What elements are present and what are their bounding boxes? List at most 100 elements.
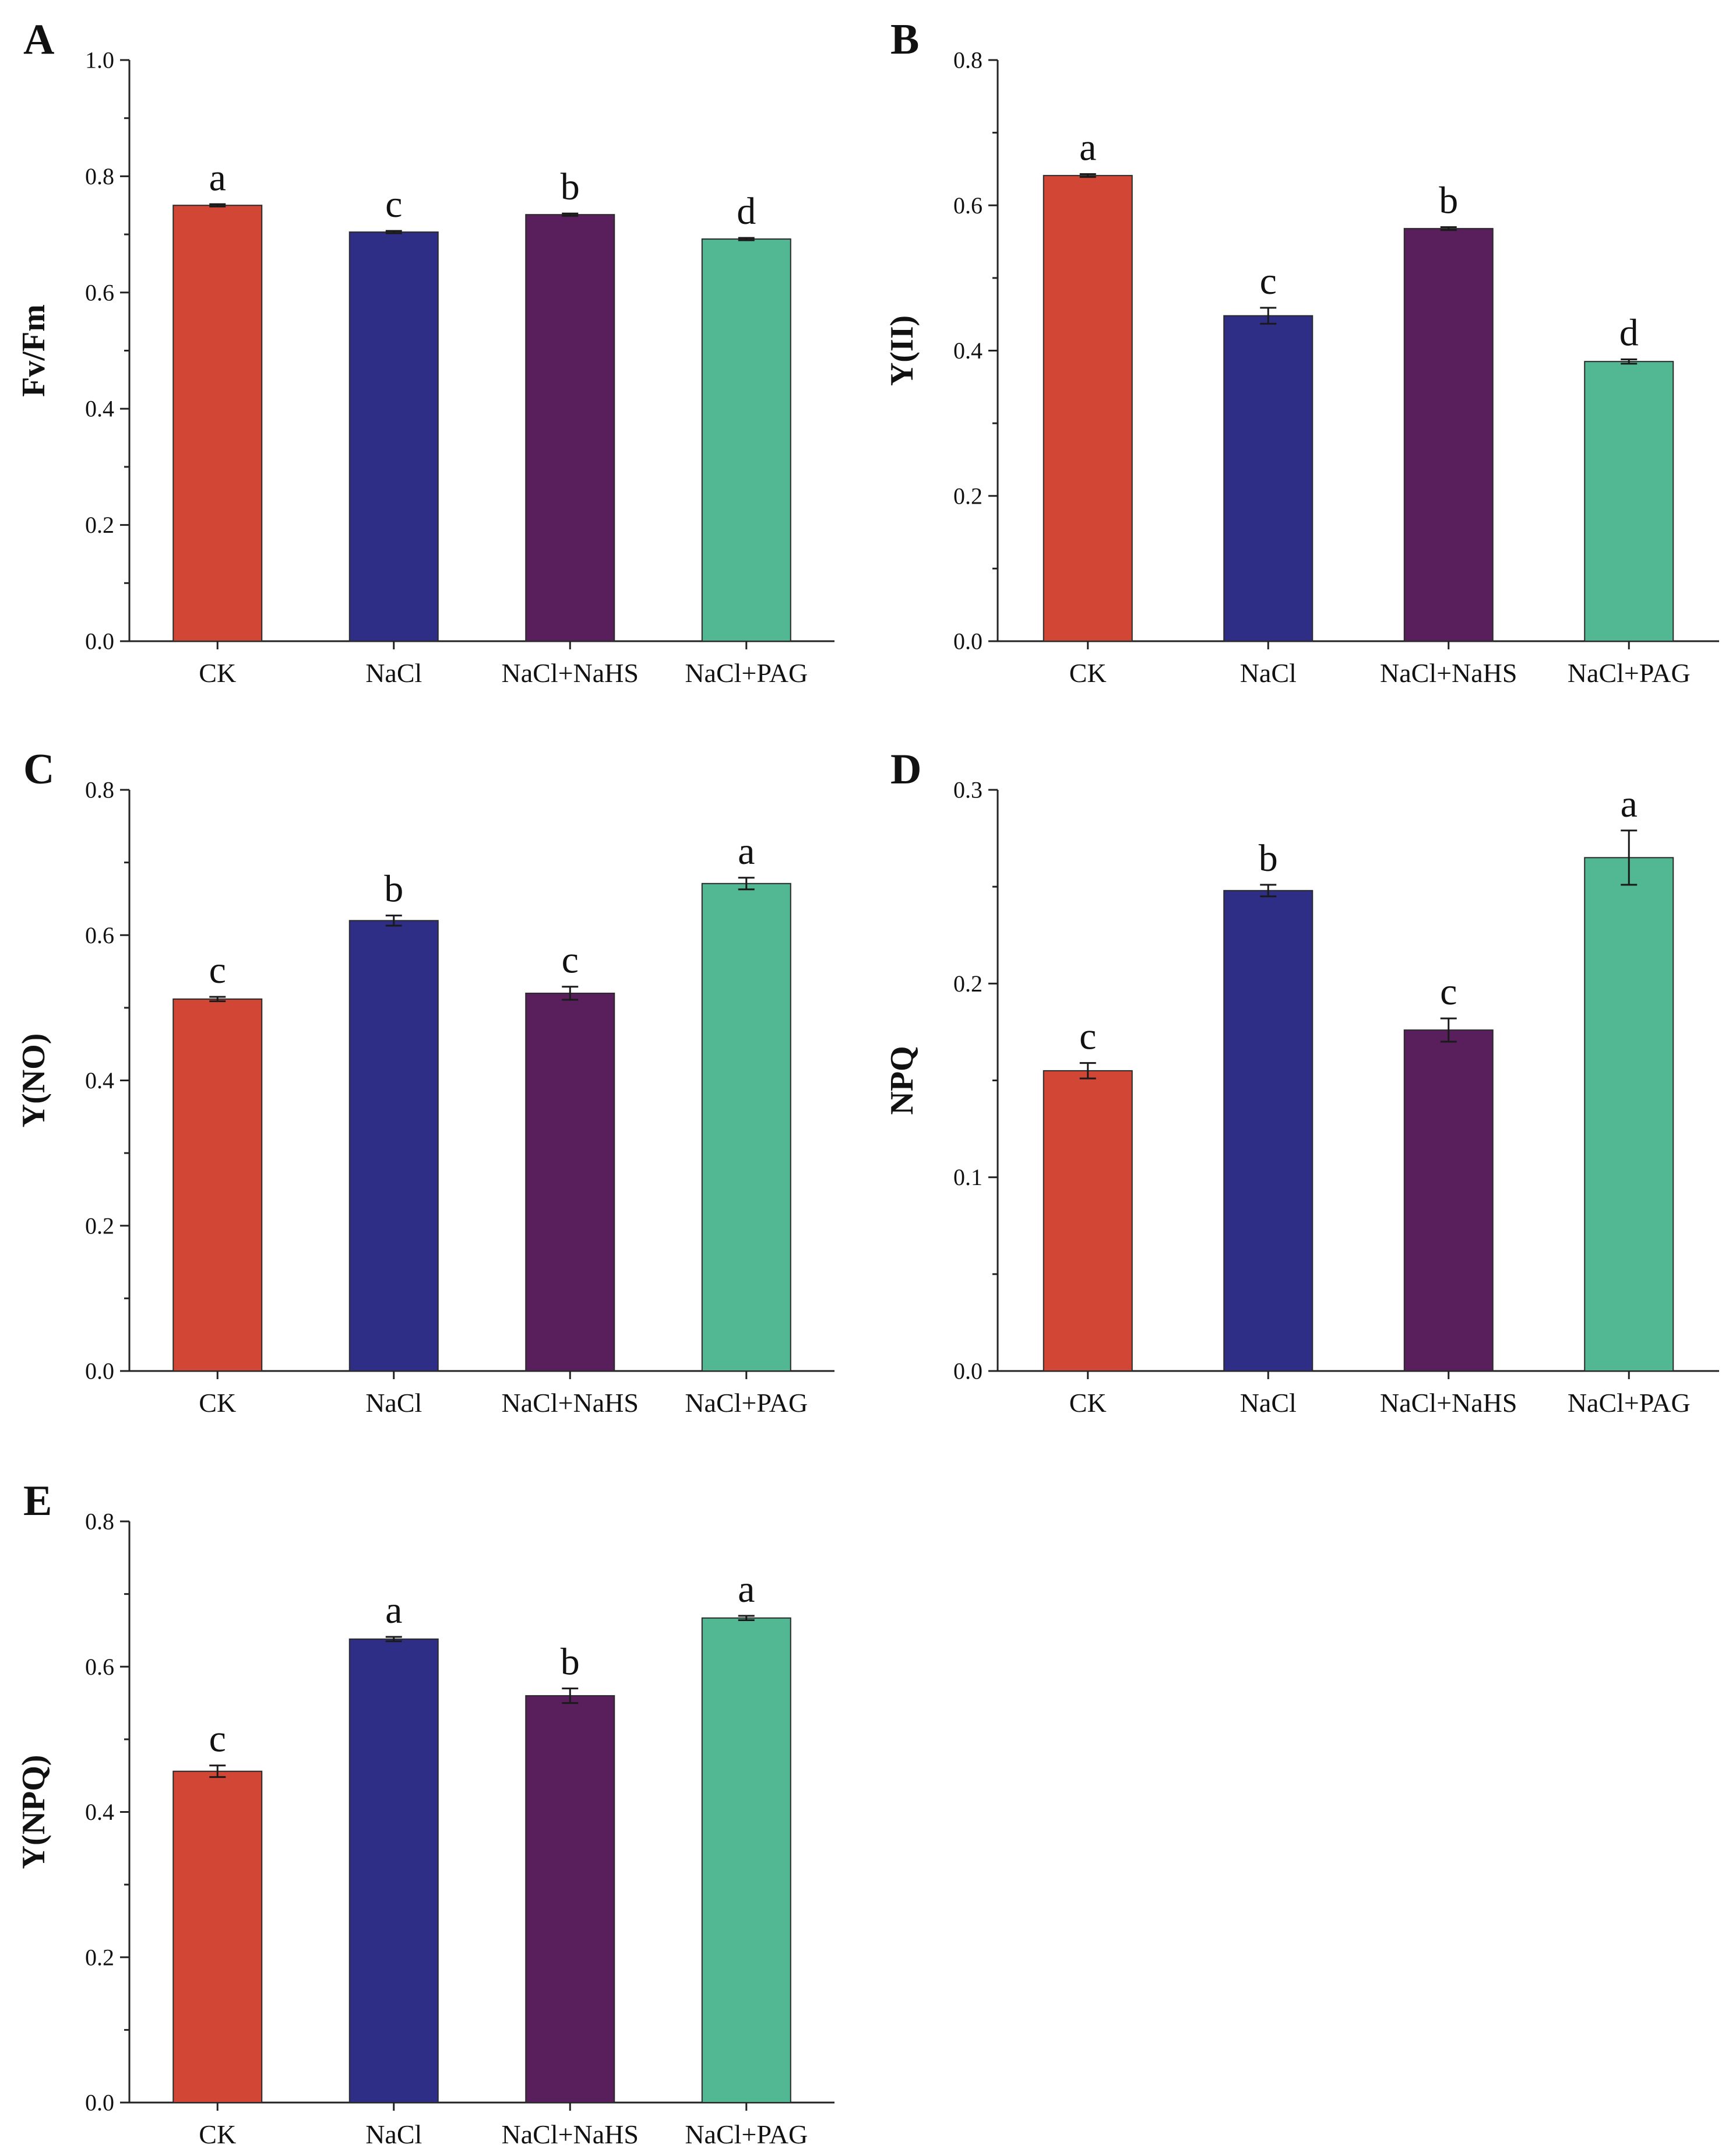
panel-letter: B — [890, 16, 919, 64]
bar-nacl-nahs — [525, 1695, 615, 2104]
bar-ck — [172, 205, 263, 642]
y-tick-label: 0.8 — [953, 47, 983, 73]
y-tick-label: 0.2 — [85, 512, 114, 538]
bar-nacl-nahs — [525, 214, 615, 642]
bar-nacl-nahs — [1403, 228, 1494, 642]
significance-label: a — [1621, 783, 1638, 825]
x-category-label: NaCl — [365, 658, 422, 688]
significance-label: c — [1260, 260, 1277, 303]
bar-nacl — [1223, 315, 1314, 642]
panel-letter: A — [23, 16, 54, 64]
bar-nacl-pag — [701, 883, 791, 1372]
significance-label: c — [1079, 1015, 1096, 1058]
y-tick-label: 0.0 — [85, 1358, 114, 1384]
bar-ck — [172, 1770, 263, 2103]
y-tick-label: 0.6 — [85, 279, 114, 305]
significance-label: a — [738, 830, 755, 873]
significance-label: c — [1440, 971, 1457, 1013]
bar-ck — [172, 998, 263, 1372]
y-tick-label: 0.2 — [953, 971, 983, 997]
x-category-label: NaCl+NaHS — [502, 658, 639, 688]
x-category-label: NaCl+NaHS — [502, 1388, 639, 1418]
y-tick-label: 0.6 — [85, 1654, 114, 1680]
y-tick-label: 0.8 — [85, 1509, 114, 1535]
bar-nacl-pag — [1584, 361, 1674, 642]
bar-nacl-pag — [701, 238, 791, 642]
y-tick-label: 0.4 — [85, 1067, 114, 1094]
x-category-label: NaCl — [365, 2119, 422, 2149]
chart-panel-c: C Y(NO) 0.0 0.2 0.4 0.6 0.8 c CK b NaCl c NaCl+NaHS a… — [16, 746, 834, 1418]
chart-panel-e: E Y(NPQ) 0.0 0.2 0.4 0.6 0.8 c CK a NaCl b NaCl+NaHS… — [16, 1477, 834, 2149]
y-axis-title: Fv/Fm — [16, 304, 52, 397]
x-category-label: NaCl+PAG — [685, 2119, 808, 2149]
x-category-label: NaCl+NaHS — [1380, 658, 1517, 688]
x-category-label: CK — [199, 1388, 236, 1418]
x-category-label: NaCl+PAG — [1568, 658, 1691, 688]
bar-ck — [1043, 1070, 1133, 1372]
y-tick-label: 0.4 — [85, 396, 114, 422]
significance-label: b — [561, 166, 580, 208]
panel-letter: C — [23, 746, 54, 793]
bar-ck — [1043, 175, 1133, 642]
y-tick-label: 0.0 — [85, 628, 114, 655]
y-tick-label: 0.6 — [953, 192, 983, 219]
panel-letter: E — [23, 1477, 52, 1525]
y-tick-label: 0.0 — [85, 2090, 114, 2116]
significance-label: d — [1619, 311, 1639, 354]
y-tick-label: 0.0 — [953, 628, 983, 655]
significance-label: a — [385, 1589, 402, 1632]
y-tick-label: 0.3 — [953, 777, 983, 803]
y-tick-label: 0.0 — [953, 1358, 983, 1384]
x-category-label: NaCl+PAG — [685, 1388, 808, 1418]
y-axis-title: Y(NO) — [16, 1033, 52, 1128]
x-category-label: CK — [199, 658, 236, 688]
y-tick-label: 0.8 — [85, 163, 114, 189]
y-tick-label: 0.1 — [953, 1164, 983, 1190]
significance-label: c — [562, 939, 579, 982]
x-category-label: NaCl+PAG — [1568, 1388, 1691, 1418]
x-category-label: NaCl+NaHS — [1380, 1388, 1517, 1418]
x-category-label: NaCl — [1240, 658, 1297, 688]
bar-nacl — [348, 1638, 439, 2104]
bar-nacl-pag — [1584, 857, 1674, 1372]
significance-label: a — [1079, 126, 1096, 169]
x-category-label: CK — [199, 2119, 236, 2149]
x-category-label: NaCl+PAG — [685, 658, 808, 688]
significance-label: b — [1439, 180, 1458, 222]
y-axis-title: Y(II) — [884, 315, 920, 386]
significance-label: c — [209, 1718, 226, 1760]
significance-label: b — [561, 1641, 580, 1683]
bar-nacl — [1223, 890, 1314, 1372]
y-tick-label: 0.4 — [85, 1799, 114, 1825]
significance-label: c — [209, 949, 226, 992]
x-category-label: NaCl — [365, 1388, 422, 1418]
bar-nacl-nahs — [1403, 1029, 1494, 1372]
y-axis-title: NPQ — [884, 1046, 920, 1115]
significance-label: b — [1259, 837, 1278, 880]
bar-nacl — [348, 920, 439, 1372]
significance-label: a — [738, 1568, 755, 1611]
y-tick-label: 0.4 — [953, 338, 983, 364]
bar-nacl-nahs — [525, 992, 615, 1372]
chart-panel-b: B Y(II) 0.0 0.2 0.4 0.6 0.8 a CK c NaCl b NaCl+NaHS d… — [884, 16, 1719, 688]
x-category-label: CK — [1069, 1388, 1107, 1418]
y-axis-title: Y(NPQ) — [16, 1755, 52, 1869]
bar-nacl — [348, 231, 439, 642]
significance-label: c — [385, 183, 402, 226]
y-tick-label: 0.8 — [85, 777, 114, 803]
y-tick-label: 1.0 — [85, 47, 114, 73]
y-tick-label: 0.2 — [953, 483, 983, 509]
y-tick-label: 0.2 — [85, 1944, 114, 1970]
x-category-label: NaCl — [1240, 1388, 1297, 1418]
x-category-label: NaCl+NaHS — [502, 2119, 639, 2149]
chart-panel-a: A Fv/Fm 0.0 0.2 0.4 0.6 0.8 1.0 a CK c NaCl b NaCl+Na… — [16, 16, 834, 688]
x-category-label: CK — [1069, 658, 1107, 688]
significance-label: b — [384, 868, 403, 910]
significance-label: d — [737, 190, 756, 233]
panel-letter: D — [890, 746, 921, 793]
bar-nacl-pag — [701, 1617, 791, 2103]
y-tick-label: 0.2 — [85, 1212, 114, 1239]
significance-label: a — [209, 156, 226, 199]
y-tick-label: 0.6 — [85, 922, 114, 948]
